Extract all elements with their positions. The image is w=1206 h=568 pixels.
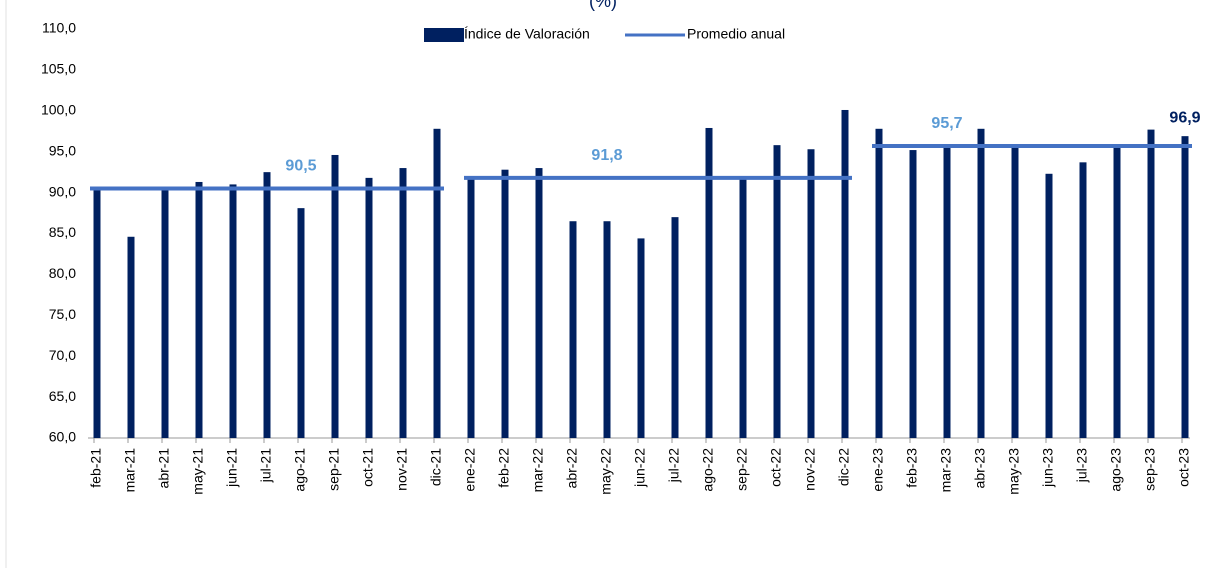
bar [671, 217, 679, 438]
y-tick-label: 85,0 [49, 224, 76, 240]
bar [705, 127, 713, 438]
y-tick-label: 95,0 [49, 142, 76, 158]
bar [263, 172, 271, 438]
x-tick-label: mar-21 [122, 448, 138, 493]
x-tick-label: jul-21 [258, 448, 274, 483]
y-tick-label: 60,0 [49, 429, 76, 445]
bar [841, 109, 849, 439]
x-tick-label: feb-21 [88, 448, 104, 488]
y-tick-label: 70,0 [49, 347, 76, 363]
x-tick-label: abr-23 [972, 448, 988, 489]
x-tick-label: jun-23 [1040, 448, 1056, 488]
x-tick-label: ago-22 [700, 448, 716, 492]
bar [943, 144, 951, 438]
y-tick-label: 75,0 [49, 306, 76, 322]
bar [569, 221, 577, 438]
bar [365, 177, 373, 438]
x-tick-label: ene-23 [870, 448, 886, 492]
bar [603, 221, 611, 438]
y-tick-label: 110,0 [42, 20, 76, 36]
x-tick-label: sep-21 [326, 448, 342, 491]
bar [297, 208, 305, 438]
x-tick-label: nov-21 [394, 448, 410, 491]
x-tick-label: dic-21 [428, 448, 444, 486]
x-tick-label: mar-23 [938, 448, 954, 493]
x-tick-label: dic-22 [836, 448, 852, 486]
x-tick-label: feb-22 [496, 448, 512, 488]
x-tick-label: mar-22 [530, 448, 546, 493]
bar [1045, 173, 1053, 438]
x-tick-label: jun-21 [224, 448, 240, 488]
bar [739, 177, 747, 438]
y-tick-label: 65,0 [49, 388, 76, 404]
x-tick-label: jul-22 [666, 448, 682, 483]
x-tick-label: ago-23 [1108, 448, 1124, 492]
x-tick-label: ene-22 [462, 448, 478, 492]
x-tick-label: oct-21 [360, 448, 376, 487]
bar [909, 150, 917, 438]
bar [773, 145, 781, 438]
bar [875, 128, 883, 438]
x-tick-label: oct-23 [1176, 448, 1192, 487]
y-tick-label: 105,0 [41, 61, 76, 77]
x-tick-label: jun-22 [632, 448, 648, 488]
x-tick-label: may-22 [598, 448, 614, 495]
x-tick-label: abr-22 [564, 448, 580, 489]
bar [229, 184, 237, 438]
x-tick-label: jul-23 [1074, 448, 1090, 483]
bar [1079, 162, 1087, 439]
x-tick-label: may-23 [1006, 448, 1022, 495]
bar [535, 168, 543, 438]
bar [1011, 146, 1019, 439]
x-tick-label: abr-21 [156, 448, 172, 489]
x-tick-label: nov-22 [802, 448, 818, 491]
bar [331, 154, 339, 439]
x-tick-label: ago-21 [292, 448, 308, 492]
x-tick-label: sep-23 [1142, 448, 1158, 491]
bar [501, 169, 509, 439]
bar [1147, 129, 1155, 438]
bar [433, 128, 441, 438]
x-tick-label: oct-22 [768, 448, 784, 487]
bar [399, 168, 407, 438]
bar [195, 181, 203, 438]
bar [127, 236, 135, 438]
bar [977, 128, 985, 438]
bar [1181, 136, 1189, 438]
bar [807, 149, 815, 438]
bar [161, 190, 169, 438]
y-tick-label: 90,0 [49, 183, 76, 199]
average-label: 91,8 [591, 147, 622, 164]
chart-title: (%) [589, 0, 617, 11]
average-label: 90,5 [285, 158, 316, 175]
y-tick-label: 100,0 [41, 102, 76, 118]
legend-label: Índice de Valoración [464, 26, 590, 42]
legend-label: Promedio anual [687, 26, 785, 42]
x-tick-label: sep-22 [734, 448, 750, 491]
x-tick-label: feb-23 [904, 448, 920, 488]
x-tick-label: may-21 [190, 448, 206, 495]
bar [1113, 146, 1121, 439]
bar [637, 238, 645, 438]
bar [467, 176, 475, 439]
average-label: 95,7 [931, 115, 962, 132]
legend-swatch [424, 28, 464, 42]
data-label: 96,9 [1169, 109, 1200, 126]
bar [93, 190, 101, 438]
y-tick-label: 80,0 [49, 265, 76, 281]
